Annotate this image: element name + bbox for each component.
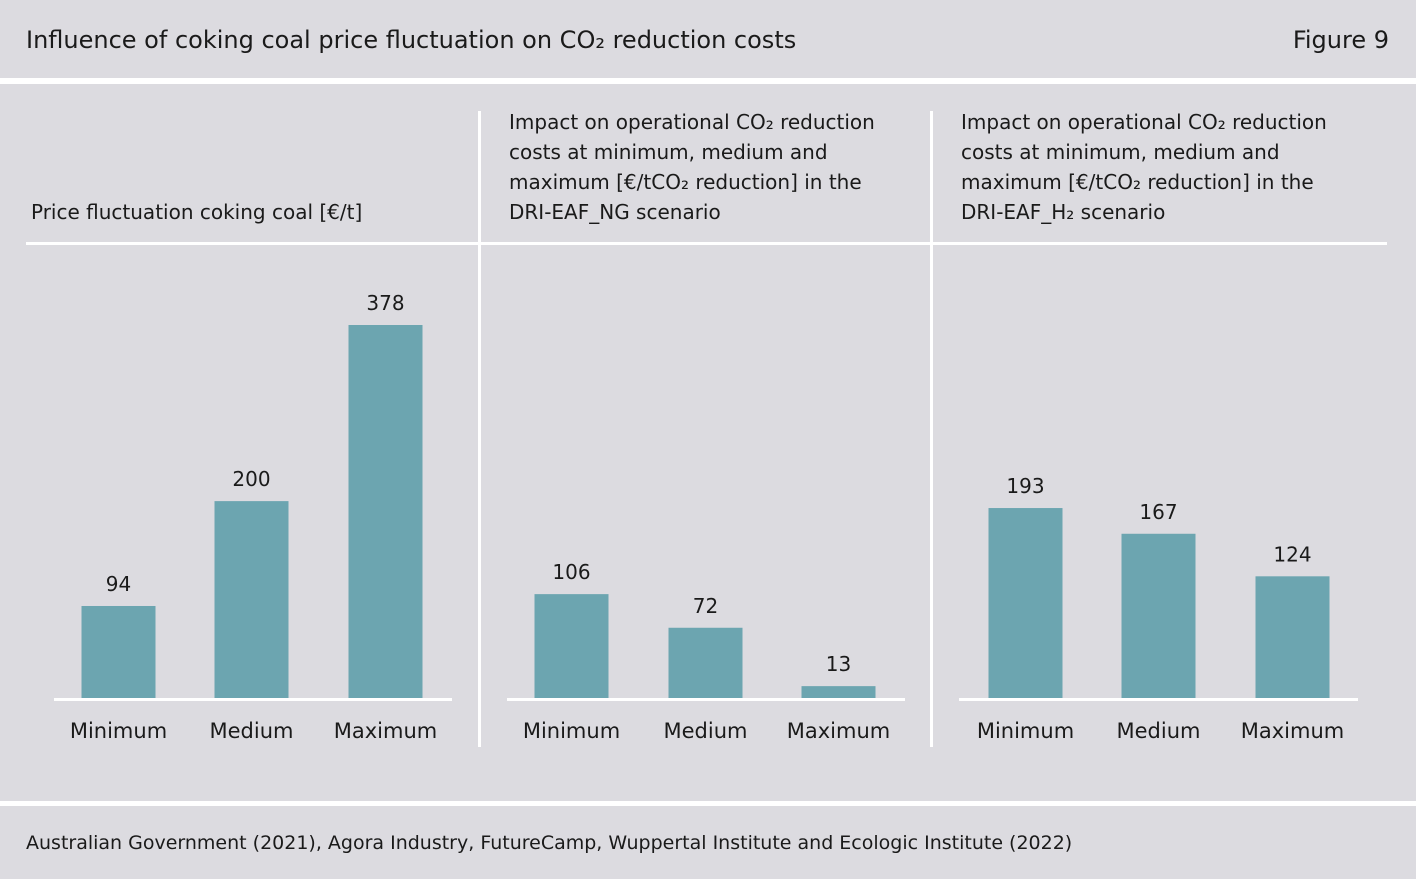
data-label: 193 bbox=[1006, 474, 1044, 498]
figure-header: Influence of coking coal price fluctuati… bbox=[0, 0, 1416, 78]
data-label: 167 bbox=[1139, 500, 1177, 524]
data-label: 200 bbox=[232, 467, 270, 491]
panel-title-rule bbox=[933, 242, 1387, 245]
panel-title-coal-price: Price fluctuation coking coal [€/t] bbox=[31, 200, 363, 224]
bar-minimum bbox=[81, 605, 156, 699]
category-label: Minimum bbox=[977, 719, 1074, 743]
data-label: 378 bbox=[366, 291, 404, 315]
footer-divider bbox=[0, 801, 1416, 806]
panel-separator bbox=[930, 111, 933, 747]
source-note: Australian Government (2021), Agora Indu… bbox=[26, 832, 1073, 854]
category-label: Maximum bbox=[1241, 719, 1344, 743]
bar-minimum bbox=[534, 594, 609, 699]
panel-title-dri-eaf-h2: Impact on operational CO₂ reduction cost… bbox=[961, 110, 1327, 224]
figure-title: Influence of coking coal price fluctuati… bbox=[26, 26, 797, 54]
data-label: 94 bbox=[106, 572, 131, 596]
x-axis-line bbox=[959, 698, 1358, 701]
category-label: Medium bbox=[664, 719, 748, 743]
x-axis-line bbox=[54, 698, 452, 701]
panel-separator bbox=[478, 111, 481, 747]
data-label: 13 bbox=[826, 652, 851, 676]
bar-minimum bbox=[988, 508, 1063, 699]
bar-maximum bbox=[801, 686, 876, 699]
category-label: Medium bbox=[210, 719, 294, 743]
category-label: Minimum bbox=[70, 719, 167, 743]
data-label: 124 bbox=[1273, 542, 1311, 566]
bar-maximum bbox=[348, 325, 423, 699]
figure-label: Figure 9 bbox=[1292, 26, 1389, 54]
bar-medium bbox=[668, 627, 743, 699]
panel-title-dri-eaf-ng: Impact on operational CO₂ reduction cost… bbox=[509, 110, 875, 224]
data-label: 72 bbox=[693, 594, 718, 618]
category-label: Maximum bbox=[787, 719, 890, 743]
bar-medium bbox=[1121, 533, 1196, 699]
category-label: Minimum bbox=[523, 719, 620, 743]
header-divider bbox=[0, 78, 1416, 84]
category-label: Medium bbox=[1117, 719, 1201, 743]
x-axis-line bbox=[507, 698, 905, 701]
panel-title-rule bbox=[26, 242, 478, 245]
bar-maximum bbox=[1255, 576, 1330, 699]
category-label: Maximum bbox=[334, 719, 437, 743]
panel-title-rule bbox=[481, 242, 930, 245]
data-label: 106 bbox=[552, 560, 590, 584]
bar-medium bbox=[214, 501, 289, 699]
